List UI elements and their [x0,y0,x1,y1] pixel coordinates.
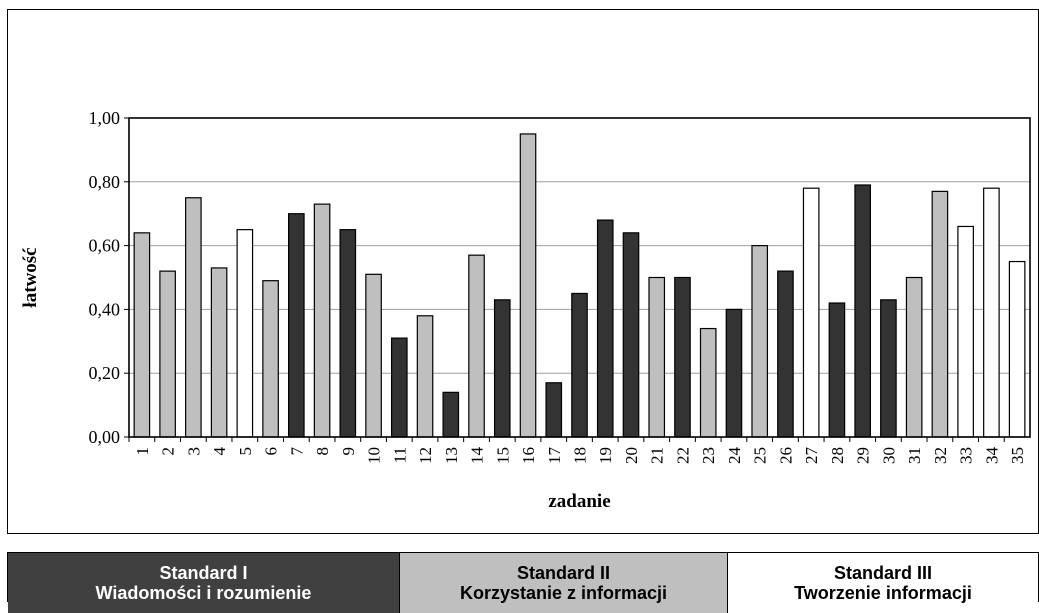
bar [674,276,691,438]
x-tick-label: 4 [210,447,229,456]
bar [365,273,382,438]
x-tick-label: 13 [442,447,461,464]
x-tick-label: 22 [673,447,692,464]
legend-standard-1-title: Standard I [159,563,248,583]
bar [1008,260,1026,438]
x-tick-label: 3 [184,447,203,456]
bar [905,276,923,438]
bar [880,299,897,438]
bar [957,225,974,438]
x-tick-label: 27 [802,447,821,465]
x-tick-label: 12 [416,447,435,464]
x-tick-label: 6 [262,447,281,456]
x-tick-label: 11 [390,447,409,463]
bar [390,337,408,438]
bar [313,203,331,438]
legend-standard-3: Standard III Tworzenie informacji [728,553,1038,613]
plot-area-border [128,117,1031,438]
legend-standard-2-title: Standard II [516,563,610,583]
y-axis-label: łatwość [20,247,41,307]
y-tick-label: 0,20 [89,363,121,383]
x-tick-label: 25 [751,447,770,464]
x-tick-label: 9 [339,447,358,456]
x-tick-label: 24 [725,447,744,465]
x-tick-label: 21 [648,447,667,464]
bar [416,315,434,438]
x-tick-label: 34 [982,447,1001,465]
x-tick-label: 33 [957,447,976,464]
bar [133,232,151,438]
bar [185,197,202,438]
bar [622,232,640,438]
legend-standard-1: Standard I Wiadomości i rozumienie [8,553,400,613]
x-tick-label: 31 [905,447,924,464]
legend-standard-2: Standard II Korzystanie z informacji [400,553,728,613]
x-tick-label: 28 [828,447,847,464]
bar [262,280,279,438]
y-tick-label: 0,60 [89,236,121,256]
bar [802,187,820,438]
bar [442,391,460,438]
legend-standard-3-subtitle: Tworzenie informacji [794,583,972,603]
x-tick-label: 19 [596,447,615,464]
x-tick-label: 17 [545,447,564,465]
x-tick-label: 14 [468,447,487,465]
bar [777,270,794,438]
bar [828,302,846,438]
bar [339,229,357,438]
legend-standard-3-title: Standard III [833,563,932,583]
x-tick-label: 29 [854,447,873,464]
bar [493,299,511,438]
bar-chart: 0,000,200,400,600,801,001 2 3 4 5 6 7 8 9 10 11 12 1… [20,108,1031,512]
chart-frame: 0,00 0,20 0,40 0,60 0,80 1,00 1 2 3 4 5 6 7 8 9 10 11 12 1… [7,9,1039,534]
bar [596,219,614,438]
bar [545,382,563,438]
y-tick-label: 0,40 [89,299,121,319]
x-tick-label: 1 [133,447,152,456]
bar [236,229,254,438]
x-tick-label: 32 [931,447,950,464]
bar [983,187,1000,438]
x-tick-label: 15 [493,447,512,464]
x-tick-label: 7 [287,447,306,456]
bar [571,292,588,438]
x-tick-label: 18 [571,447,590,464]
bar [288,213,305,438]
x-tick-label: 8 [313,447,332,456]
legend-standard-1-subtitle: Wiadomości i rozumienie [95,583,312,603]
bar [210,267,228,438]
x-tick-label: 5 [236,447,255,456]
legend-standard-2-subtitle: Korzystanie z informacji [459,583,668,603]
x-tick-label: 26 [776,447,795,464]
bar [699,327,717,438]
bar [751,245,769,438]
x-tick-label: 10 [365,447,384,464]
bar [159,270,176,438]
x-tick-label: 30 [879,447,898,464]
y-tick-label: 0,00 [89,427,121,447]
bar [854,184,871,438]
y-tick-label: 1,00 [89,108,121,128]
x-axis-label: zadanie [548,491,610,512]
x-tick-label: 23 [699,447,718,464]
bar [468,254,485,438]
bar [931,190,949,438]
x-tick-label: 2 [159,447,178,456]
x-tick-label: 16 [519,447,538,464]
x-tick-label: 35 [1008,447,1027,464]
standards-legend: Standard I Wiadomości i rozumienie Stand… [7,552,1039,613]
bar [648,276,666,438]
x-tick-label: 20 [622,447,641,464]
bar [519,133,537,438]
y-tick-label: 0,80 [89,172,121,192]
bar [725,308,743,438]
